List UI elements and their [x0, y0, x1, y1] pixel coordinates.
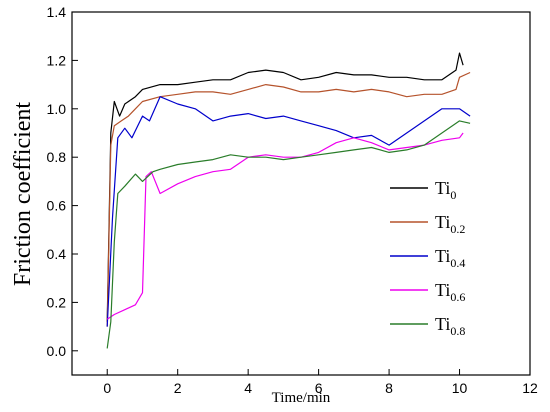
series-line-4	[106, 120, 471, 349]
legend-label-main: Ti	[435, 178, 450, 198]
plot-frame	[71, 11, 531, 376]
legend-label-subscript: 0.6	[450, 290, 465, 304]
legend-label-4: Ti0.8	[435, 314, 465, 338]
legend-label-subscript: 0	[450, 188, 456, 202]
y-axis-title: Friction coefficient	[10, 102, 36, 286]
legend-label-subscript: 0.2	[450, 222, 465, 236]
x-tick-label: 0	[103, 380, 111, 396]
series-line-0	[106, 52, 464, 322]
legend-label-subscript: 0.8	[450, 324, 465, 338]
x-tick-label: 12	[522, 380, 538, 396]
x-tick-label: 10	[452, 380, 468, 396]
legend-label-2: Ti0.4	[435, 246, 465, 270]
x-tick-label: 6	[315, 380, 323, 396]
legend-label-subscript: 0.4	[450, 256, 465, 270]
y-tick-label: 0.4	[47, 246, 67, 262]
series-lines	[106, 52, 471, 349]
x-tick-label: 8	[385, 380, 393, 396]
legend-label-1: Ti0.2	[435, 212, 465, 236]
y-tick-label: 0.2	[47, 294, 67, 310]
y-tick-label: 0.0	[47, 343, 67, 359]
legend-label-main: Ti	[435, 280, 450, 300]
y-tick-label: 0.6	[47, 198, 67, 214]
legend-label-3: Ti0.6	[435, 280, 465, 304]
x-tick-label: 2	[174, 380, 182, 396]
axis-ticks: 0 2 4 6 8 10 12 0.0 0.2 0.4 0.6 0.8 1.0 1.2 1.4	[47, 4, 538, 396]
legend-label-main: Ti	[435, 246, 450, 266]
series-line-3	[106, 132, 464, 320]
legend-label-0: Ti0	[435, 178, 456, 202]
legend-label-main: Ti	[435, 314, 450, 334]
series-line-1	[106, 71, 471, 327]
y-tick-label: 1.4	[47, 4, 67, 20]
x-axis-title: Time/min	[272, 390, 331, 406]
y-tick-label: 0.8	[47, 149, 67, 165]
legend-label-main: Ti	[435, 212, 450, 232]
series-line-2	[106, 96, 471, 327]
x-tick-label: 4	[244, 380, 252, 396]
y-tick-label: 1.0	[47, 101, 67, 117]
y-tick-label: 1.2	[47, 52, 67, 68]
